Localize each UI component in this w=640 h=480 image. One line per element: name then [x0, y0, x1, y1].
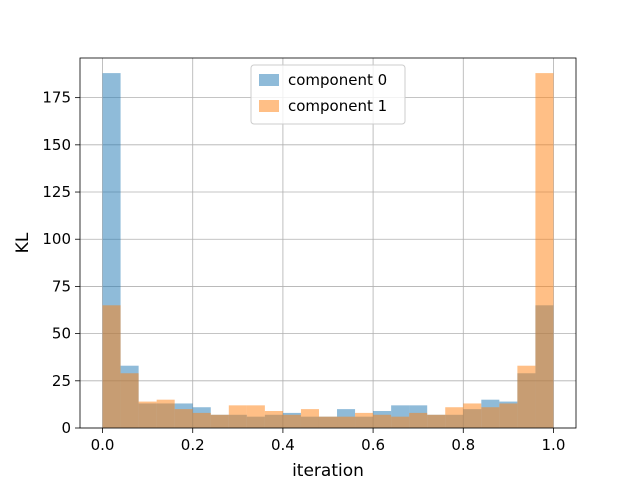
y-tick-label: 150 [42, 136, 71, 154]
plot-frame [79, 57, 577, 429]
histogram-bars [102, 73, 554, 428]
bar-series-1-bin-16 [391, 416, 410, 428]
x-tick-label: 0.8 [451, 436, 475, 454]
bar-series-1-bin-20 [463, 403, 482, 428]
y-tick-label: 125 [42, 183, 71, 201]
bar-series-1-bin-13 [337, 416, 356, 428]
y-tick-label: 50 [52, 325, 71, 343]
bar-series-1-bin-2 [138, 401, 157, 428]
legend-label-component-1: component 1 [288, 97, 387, 115]
bar-series-1-bin-14 [355, 412, 374, 428]
bar-series-1-bin-1 [120, 373, 139, 428]
bar-series-1-bin-21 [481, 407, 500, 428]
legend-label-component-0: component 0 [288, 71, 387, 89]
x-tick-label: 0.4 [271, 436, 295, 454]
x-axis-label: iteration [292, 461, 364, 480]
x-axis-ticks: 0.0 0.2 0.4 0.6 0.8 1.0 [91, 428, 566, 454]
bar-series-1-bin-23 [517, 365, 536, 428]
bar-series-1-bin-6 [210, 414, 229, 428]
bar-series-1-bin-5 [192, 412, 211, 428]
x-tick-label: 1.0 [542, 436, 566, 454]
bar-series-1-bin-7 [228, 405, 247, 428]
bar-series-1-bin-18 [427, 414, 446, 428]
bar-series-1-bin-17 [409, 412, 428, 428]
bar-series-1-bin-19 [445, 407, 464, 428]
y-tick-label: 25 [52, 372, 71, 390]
bar-series-1-bin-0 [102, 305, 121, 428]
bar-series-1-bin-12 [318, 416, 338, 428]
y-tick-label: 0 [61, 419, 71, 437]
legend-swatch-component-1 [259, 100, 279, 112]
y-tick-label: 75 [52, 277, 71, 295]
bar-series-1-bin-8 [246, 405, 265, 428]
legend-swatch-component-0 [259, 74, 279, 86]
bar-series-1-bin-15 [373, 414, 392, 428]
y-tick-label: 175 [42, 89, 71, 107]
bar-series-1-bin-4 [174, 409, 193, 428]
x-tick-label: 0.2 [181, 436, 205, 454]
bar-series-1-bin-9 [264, 411, 283, 428]
y-tick-label: 100 [42, 230, 71, 248]
bar-series-1-bin-24 [535, 73, 554, 428]
bar-series-1-bin-10 [282, 414, 301, 428]
y-axis-ticks: 0 25 50 75 100 125 150 175 [42, 89, 80, 437]
bar-series-1-bin-11 [300, 409, 319, 428]
legend-frame [250, 64, 406, 125]
bar-series-1-bin-22 [499, 403, 518, 428]
y-axis-label: KL [13, 232, 33, 253]
legend: component 0 component 1 [250, 64, 406, 125]
bar-series-1-bin-3 [156, 399, 175, 428]
x-tick-label: 0.0 [91, 436, 115, 454]
x-tick-label: 0.6 [361, 436, 385, 454]
